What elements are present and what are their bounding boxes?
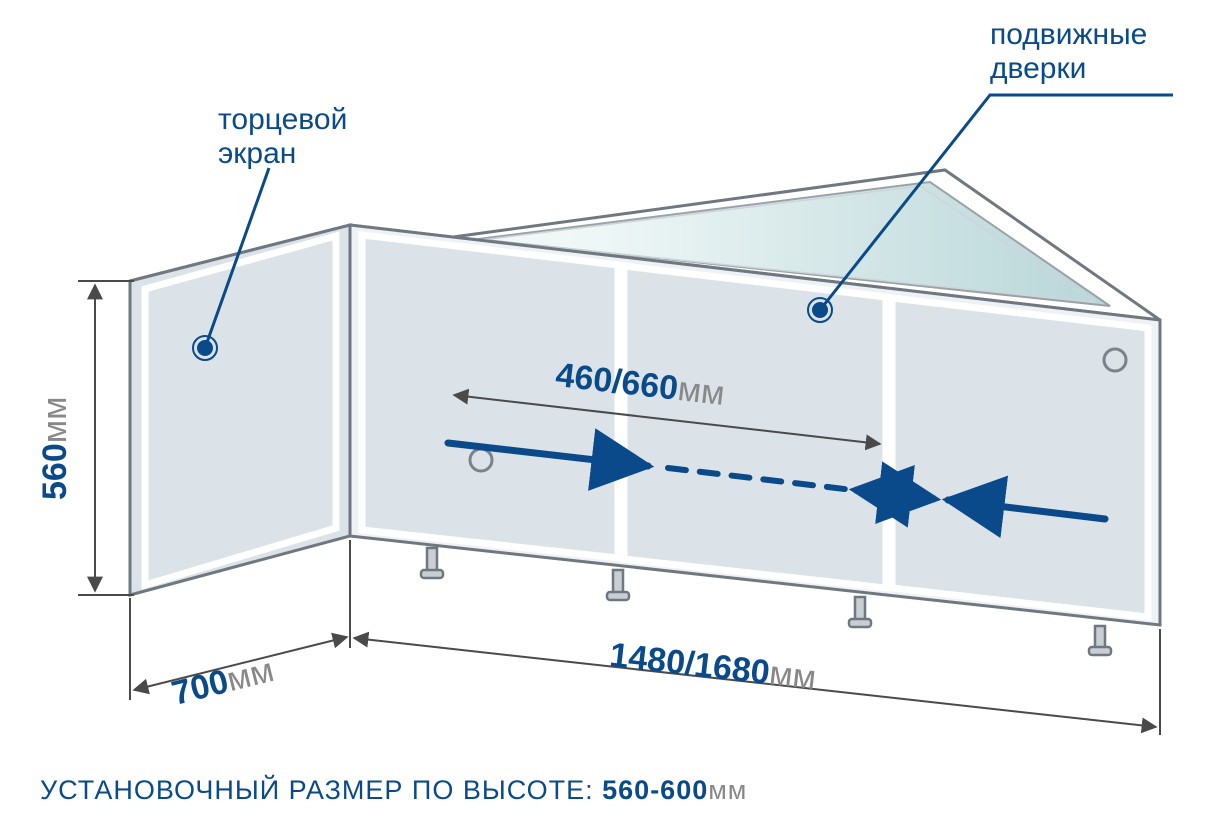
label-end-panel-2: экран [218,137,296,171]
label-sliding-2: дверки [990,52,1086,86]
dim-height [78,281,134,595]
label-sliding-1: подвижные [990,18,1147,52]
label-end-panel-1: торцевой [218,103,347,137]
caption: УСТАНОВОЧНЫЙ РАЗМЕР ПО ВЫСОТЕ: 560-600мм [40,775,747,806]
end-panel [130,225,350,595]
dim-height-text: 560мм [36,397,75,500]
